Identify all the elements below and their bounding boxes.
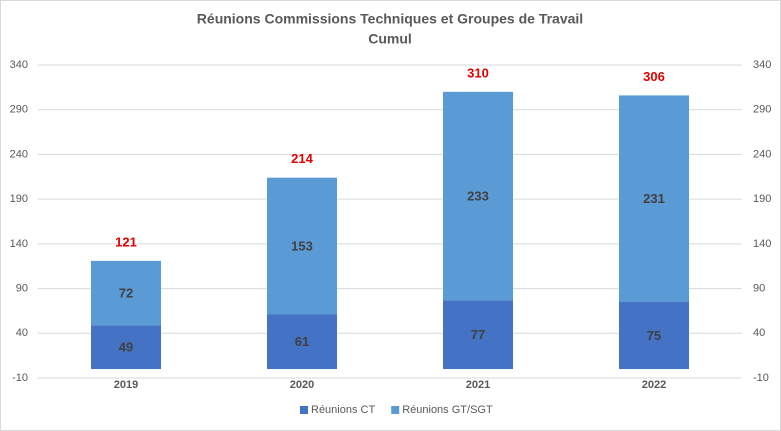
data-label: 75 [647,328,661,343]
x-tick-label: 2020 [290,379,314,391]
y-tick-label: 190 [10,193,28,205]
bar-segment [91,260,161,326]
chart-subtitle: Cumul [368,31,412,47]
data-label: 153 [291,239,313,254]
bar-segment [267,314,337,370]
data-label: 77 [471,327,485,342]
y2-tick-label: -10 [753,372,769,384]
y-tick-label: 90 [16,282,28,294]
x-tick-label: 2019 [114,379,138,391]
total-label: 306 [643,69,665,84]
y-tick-label: 40 [16,327,28,339]
y-tick-label: 240 [10,148,28,160]
y-tick-label: 290 [10,104,28,116]
bar-segment [443,300,513,370]
y2-tick-label: 240 [753,148,771,160]
bar-segment [443,91,513,301]
data-label: 233 [467,188,489,203]
bar-segment [619,95,689,302]
legend-swatch [300,406,308,414]
x-tick-label: 2022 [642,379,666,391]
y2-tick-label: 340 [753,59,771,71]
y2-tick-label: 190 [753,193,771,205]
legend-swatch [391,406,400,414]
x-tick-label: 2021 [466,379,490,391]
total-label: 310 [467,65,489,80]
y-tick-label: 140 [10,238,28,250]
data-label: 231 [643,191,665,206]
y-tick-label: 340 [10,59,28,71]
data-label: 72 [119,285,133,300]
y2-tick-label: 140 [753,238,771,250]
data-label: 49 [119,340,133,355]
legend-label: Réunions GT/SGT [402,404,493,416]
bar-segment [619,301,689,370]
y2-tick-label: 40 [753,327,765,339]
bar-segment [91,325,161,370]
legend-label: Réunions CT [311,404,375,416]
y2-tick-label: 90 [753,282,765,294]
chart-title: Réunions Commissions Techniques et Group… [197,11,583,27]
total-label: 214 [291,151,313,166]
y-tick-label: -10 [12,372,28,384]
total-label: 121 [115,234,137,249]
data-label: 61 [295,334,309,349]
bar-segment [267,177,337,315]
y2-tick-label: 290 [753,104,771,116]
